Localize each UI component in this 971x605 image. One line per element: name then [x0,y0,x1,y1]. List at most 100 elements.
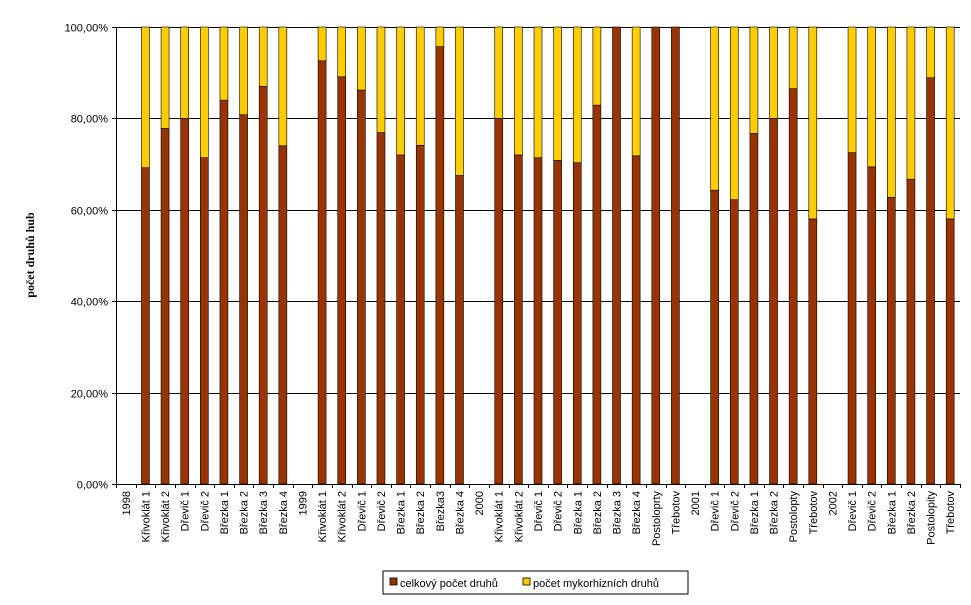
y-tick-label: 40,00% [71,297,109,309]
bar-celkovy [219,99,229,485]
x-tick-label: Třebotov [808,491,820,535]
bar-celkovy [435,46,445,485]
bar-celkovy [749,133,759,485]
x-tick-label: Křivoklát 2 [337,491,349,542]
bar-mykorhizni [160,26,170,129]
x-tick-label: Křivoklát 2 [160,491,172,542]
bar-celkovy [494,118,504,485]
bar-mykorhizni [376,26,386,133]
x-tick-label: Dřevič 1 [847,491,859,531]
bar-mykorhizni [847,26,857,153]
y-tick-label: 80,00% [71,114,109,126]
bar-celkovy [160,128,170,485]
bar-celkovy [258,86,268,485]
bar-mykorhizni [808,26,818,220]
bar-mykorhizni [553,26,562,161]
bar-celkovy [376,132,386,485]
bar-celkovy [415,145,425,485]
x-tick-label: Březka 1 [572,491,584,534]
bar-celkovy [553,160,562,485]
x-tick-label: Postoloprty [651,491,663,547]
x-tick-label: Březka 1 [886,491,898,534]
bar-mykorhizni [592,26,602,106]
x-tick-label: Křivoklát 1 [140,491,152,542]
x-tick-label: Postolopity [926,491,938,545]
bar-celkovy [357,89,366,485]
bar-celkovy [572,162,582,485]
x-tick-label: Křivoklát 2 [513,491,525,542]
x-tick-label: Postolopty [788,491,800,543]
bar-celkovy [612,26,621,485]
bar-celkovy [514,154,523,485]
bar-celkovy [926,77,935,485]
bar-celkovy [200,157,209,485]
y-tick-label: 100,00% [65,23,109,35]
bar-mykorhizni [455,26,464,176]
x-tick-label: Březka 1 [396,491,408,534]
x-tick-label: Březka 2 [415,491,427,534]
bar-mykorhizni [631,26,641,157]
x-tick-label: Dřevič 1 [533,491,545,531]
bar-mykorhizni [572,26,582,164]
bar-celkovy [788,88,798,485]
bar-mykorhizni [239,26,248,116]
bar-mykorhizni [337,26,347,78]
bar-celkovy [651,26,661,485]
bar-mykorhizni [710,26,719,191]
bar-celkovy [769,118,778,485]
x-tick-label: Dřevič 1 [710,491,722,531]
bars [141,26,955,485]
bar-celkovy [278,145,288,485]
legend-swatch-mykorhizni [522,577,531,586]
bar-mykorhizni [906,26,916,180]
bar-celkovy [887,197,896,485]
x-tick-label: Dřevič 2 [729,491,741,531]
x-tick-labels: 1998 Křivoklát 1 Křivoklát 2 Dřevič 1 Dřevič… [116,484,961,547]
bar-mykorhizni [533,26,543,159]
x-tick-label: 1998 [121,491,133,515]
legend-box [382,570,689,595]
bar-celkovy [906,178,916,485]
x-tick-label: Dřevič 2 [376,491,388,531]
x-tick-label: Březka 4 [454,491,466,534]
bar-celkovy [337,76,347,485]
x-tick-label: Dřevič 2 [867,491,879,531]
x-tick-label: Třebotov [945,491,957,535]
y-tick-labels: 0,00% 20,00% 40,00% 60,00% 80,00% 100,00% [65,23,109,492]
bar-mykorhizni [926,26,935,79]
bar-celkovy [710,189,719,485]
bar-mykorhizni [494,26,504,119]
bar-celkovy [867,166,876,485]
bar-mykorhizni [514,26,523,156]
x-tick-label: Třebotov [670,491,682,535]
bar-mykorhizni [141,26,150,169]
x-tick-label: Březka 4 [631,491,643,534]
x-tick-label: Březka 2 [769,491,781,534]
x-tick-label: 2002 [827,491,839,515]
x-tick-label: 1999 [297,491,309,515]
x-tick-label: Březka 2 [592,491,604,534]
bar-celkovy [631,155,641,485]
y-tick-label: 0,00% [77,480,108,492]
x-tick-label: Březka 1 [219,491,231,534]
bar-mykorhizni [278,26,288,147]
bar-celkovy [317,60,327,485]
x-tick-label: Křivoklát 1 [317,491,329,542]
bar-celkovy [180,118,189,485]
bar-celkovy [455,175,464,485]
legend-label-celkovy: celkový počet druhů [400,578,498,590]
x-tick-label: Dřevič 2 [553,491,565,531]
x-tick-label: Dřevič 1 [356,491,368,531]
x-tick-label: Dřevič 1 [180,491,192,531]
bar-celkovy [671,26,680,485]
x-tick-label: Březka 3 [258,491,270,534]
x-tick-label: Březka3 [435,491,447,531]
bar-celkovy [729,199,739,485]
bar-mykorhizni [749,26,759,134]
bar-celkovy [847,152,857,485]
y-tick-label: 60,00% [71,206,109,218]
y-tick-label: 20,00% [71,389,109,401]
bar-celkovy [239,114,248,485]
bar-celkovy [533,157,543,485]
